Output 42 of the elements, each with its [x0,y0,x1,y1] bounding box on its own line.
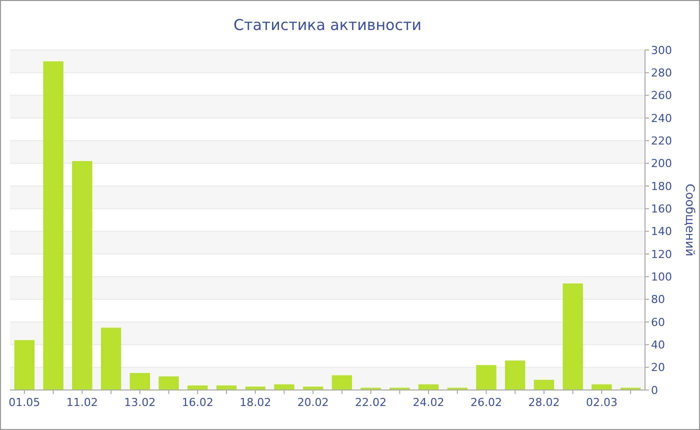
y-tick-label: 160 [651,202,672,216]
bar [534,380,554,390]
y-tick-label: 120 [651,248,672,261]
y-tick-label: 300 [651,44,672,57]
bar [43,61,64,390]
bar [592,384,612,390]
y-tick-label: 280 [651,66,672,80]
x-tick-label: 18.02 [240,396,272,409]
bar [332,375,352,390]
y-tick-label: 60 [651,316,665,329]
bar [274,384,294,390]
bar [14,340,35,390]
y-tick-label: 180 [651,180,672,193]
bar [505,360,526,390]
x-tick-label: 20.02 [297,396,329,409]
x-tick-label: 16.02 [182,396,214,409]
bar [562,283,583,390]
y-tick-label: 260 [651,89,672,102]
x-tick-label: 26.02 [470,396,502,409]
bar [158,376,179,390]
x-tick-label: 11.02 [66,396,98,409]
y-tick-label: 140 [651,225,672,238]
y-tick-label: 0 [651,384,658,397]
y-tick-label: 80 [651,293,665,306]
bar [130,373,150,390]
chart-title: Статистика активности [234,16,422,34]
y-tick-label: 240 [651,112,672,125]
x-tick-label: 22.02 [355,396,387,409]
x-tick-label: 13.02 [124,396,156,409]
y-tick-label: 20 [651,361,665,374]
y-tick-label: 40 [651,338,665,352]
x-tick-label: 24.02 [412,396,444,409]
x-tick-label: 01.05 [8,396,40,409]
y-tick-label: 220 [651,134,672,148]
bar [476,365,496,390]
y-tick-label: 100 [651,270,672,284]
x-tick-label: 28.02 [528,396,560,409]
y-axis-title: Сообщений [683,184,697,256]
bar [72,161,92,390]
x-tick-label: 02.03 [586,396,618,409]
bar [100,328,122,390]
y-tick-label: 200 [651,157,672,170]
